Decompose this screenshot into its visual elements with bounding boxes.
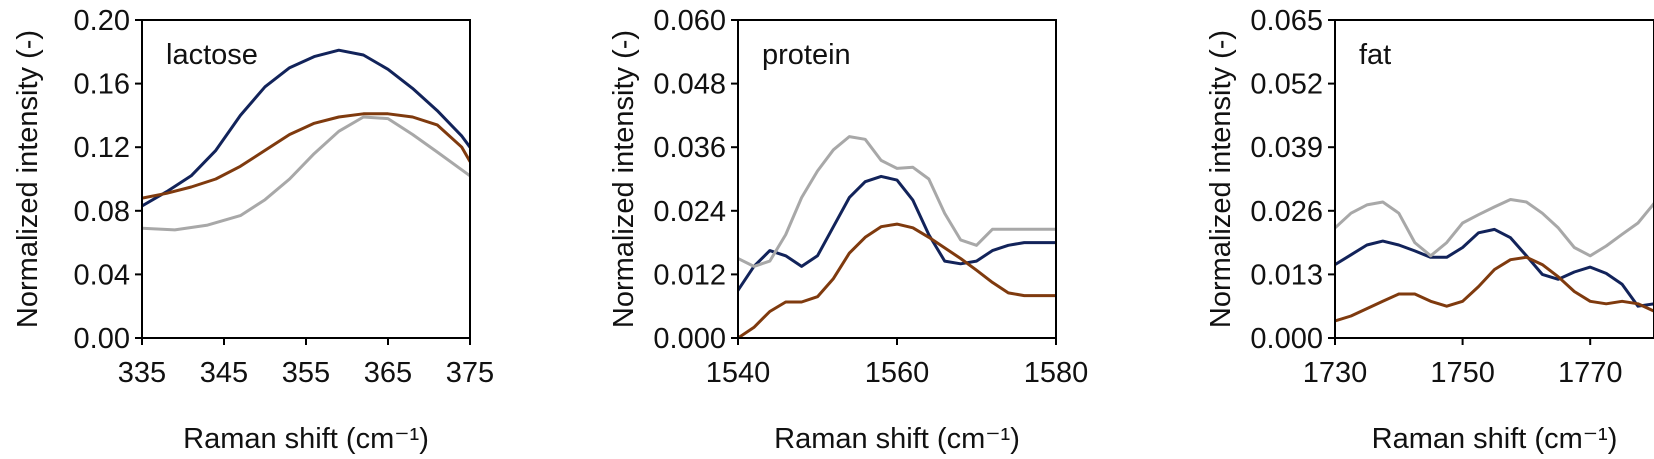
x-axis-label: Raman shift (cm⁻¹) <box>774 423 1020 455</box>
y-axis-label: Normalized intensity (-) <box>608 30 640 328</box>
series-line-2 <box>738 222 1056 338</box>
x-tick-label: 1770 <box>1558 357 1623 389</box>
x-tick-label: 1560 <box>865 357 930 389</box>
y-tick-label: 0.000 <box>653 323 726 355</box>
series-line-1 <box>142 48 470 208</box>
y-tick-label: 0.12 <box>74 132 130 164</box>
x-tick-label: 1730 <box>1303 357 1368 389</box>
x-tick-label: 345 <box>200 357 248 389</box>
x-axis-label: Raman shift (cm⁻¹) <box>1372 423 1618 455</box>
series-line-1 <box>738 174 1056 292</box>
x-tick-label: 375 <box>446 357 494 389</box>
series-line-3 <box>1335 198 1654 258</box>
x-tick-label: 365 <box>364 357 412 389</box>
panel-title: lactose <box>166 39 258 71</box>
y-tick-label: 0.026 <box>1250 196 1323 228</box>
x-tick-label: 335 <box>118 357 166 389</box>
panel-title: fat <box>1359 39 1391 71</box>
y-tick-label: 0.013 <box>1250 259 1323 291</box>
chart-panel-fat: 0.000 0.013 0.026 0.039 0.052 0.065 1730 1750 17… <box>1205 5 1654 455</box>
y-tick-label: 0.036 <box>653 132 726 164</box>
plot-frame <box>1334 19 1654 339</box>
x-tick-label: 1750 <box>1430 357 1495 389</box>
y-tick-label: 0.20 <box>74 5 130 37</box>
x-tick-label: 1580 <box>1024 357 1089 389</box>
y-tick-label: 0.012 <box>653 259 726 291</box>
chart-panel-lactose: 0.00 0.04 0.08 0.12 0.16 0.20 335 345 355 365 375 l… <box>12 5 494 455</box>
chart-panel-protein: 0.000 0.012 0.024 0.036 0.048 0.060 1540 1560 15… <box>608 5 1088 455</box>
y-tick-label: 0.024 <box>653 196 726 228</box>
y-tick-label: 0.060 <box>653 5 726 37</box>
y-tick-label: 0.052 <box>1250 69 1323 101</box>
y-tick-label: 0.04 <box>74 259 130 291</box>
y-tick-label: 0.08 <box>74 196 130 228</box>
x-tick-label: 1540 <box>706 357 771 389</box>
series-line-2 <box>142 112 470 200</box>
series-line-3 <box>142 115 470 232</box>
y-axis-label: Normalized intensity (-) <box>1205 30 1237 328</box>
y-tick-label: 0.00 <box>74 323 130 355</box>
y-tick-label: 0.048 <box>653 69 726 101</box>
series-line-2 <box>1335 255 1654 323</box>
panel-title: protein <box>762 39 851 71</box>
x-tick-label: 355 <box>282 357 330 389</box>
y-tick-label: 0.16 <box>74 69 130 101</box>
series-line-3 <box>738 135 1056 268</box>
y-axis-label: Normalized intensity (-) <box>12 30 44 328</box>
y-tick-label: 0.000 <box>1250 323 1323 355</box>
x-axis-label: Raman shift (cm⁻¹) <box>183 423 429 455</box>
y-tick-label: 0.039 <box>1250 132 1323 164</box>
series-line-1 <box>1335 227 1654 308</box>
y-tick-label: 0.065 <box>1250 5 1323 37</box>
